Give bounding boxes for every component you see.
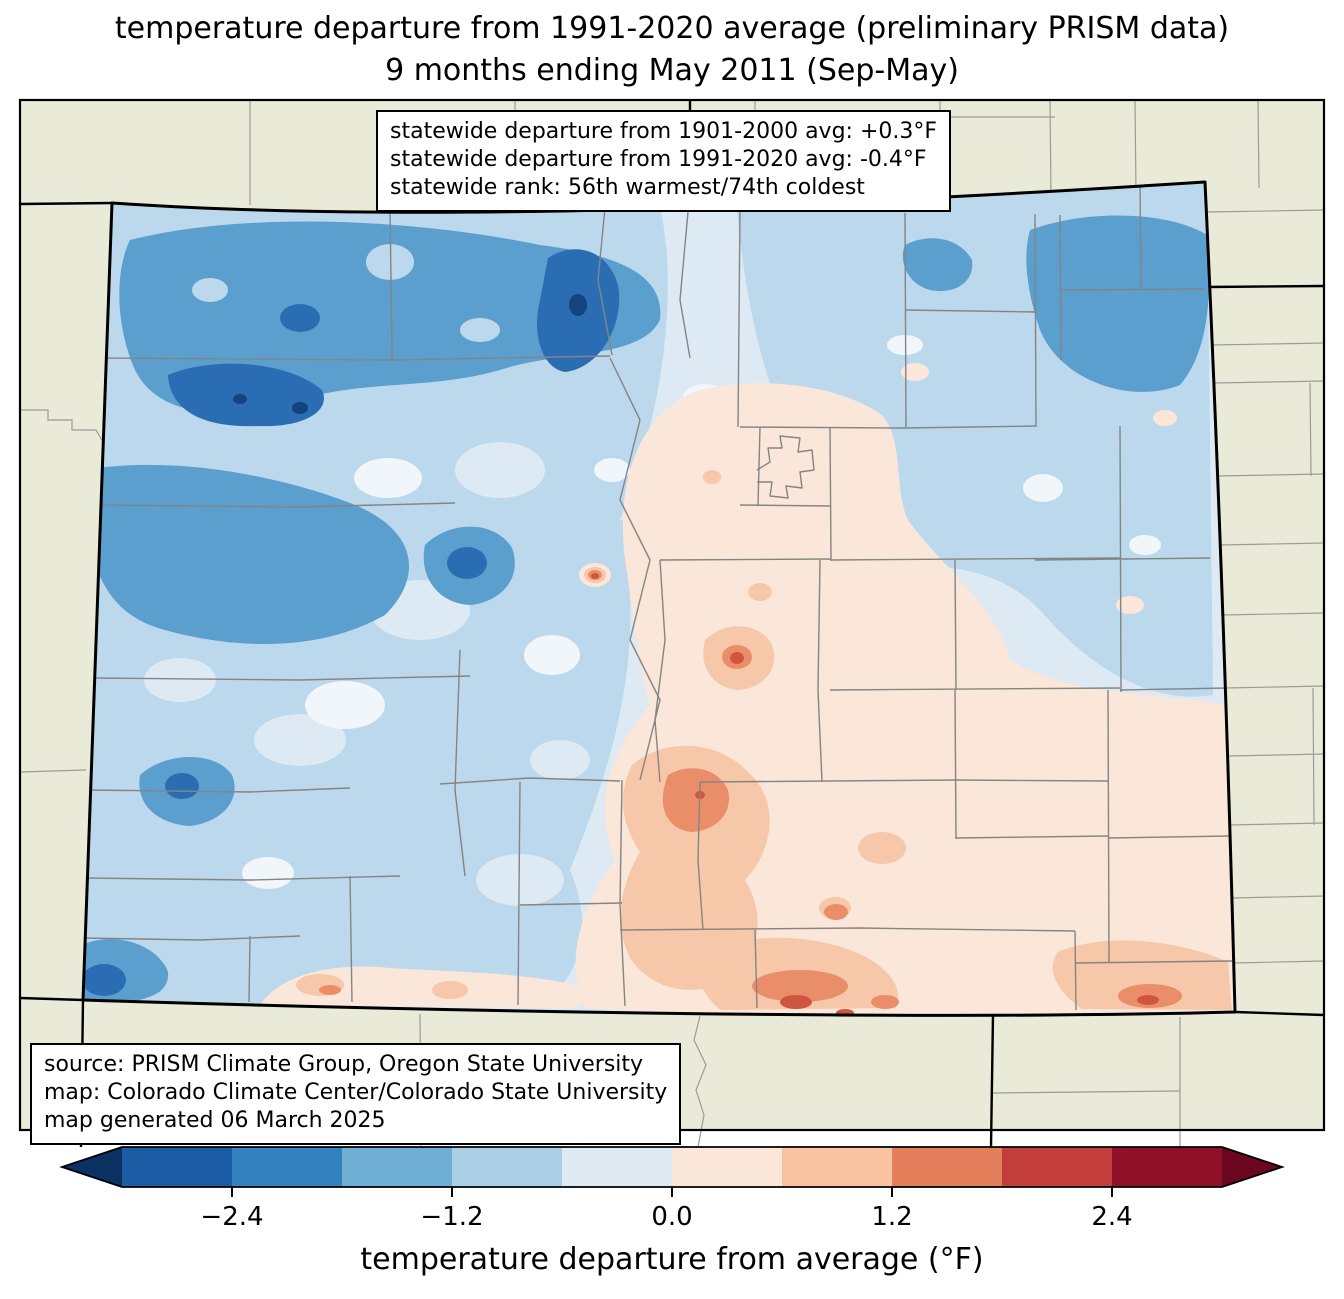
cool-darkest-spots [233, 294, 587, 414]
colorbar-tick-label: −1.2 [420, 1202, 483, 1232]
source-line-3: map generated 06 March 2025 [44, 1108, 386, 1133]
colorbar-segment [232, 1147, 343, 1187]
colorbar-segment [562, 1147, 673, 1187]
temperature-anomaly-field [83, 182, 1235, 1016]
colorbar-over-arrow [1222, 1147, 1282, 1187]
colorbar-segment [1002, 1147, 1113, 1187]
colorbar-outline [59, 1146, 1285, 1188]
colorbar-segment [892, 1147, 1003, 1187]
colorbar-segment [782, 1147, 893, 1187]
colorbar-segment [672, 1147, 783, 1187]
county-lines [83, 182, 1233, 1011]
colorbar-segment [1112, 1147, 1223, 1187]
figure-title: temperature departure from 1991-2020 ave… [0, 8, 1344, 92]
stats-line-3: statewide rank: 56th warmest/74th coldes… [390, 175, 865, 200]
colorbar-tick-label: 1.2 [871, 1202, 912, 1232]
stats-line-2: statewide departure from 1991-2020 avg: … [390, 147, 927, 172]
colorbar-tick-label: −2.4 [200, 1202, 263, 1232]
colorbar-axis-label: temperature departure from average (°F) [360, 1242, 984, 1277]
statewide-stats-box: statewide departure from 1901-2000 avg: … [376, 110, 952, 212]
title-line-1: temperature departure from 1991-2020 ave… [114, 11, 1230, 46]
colorbar-segment [342, 1147, 453, 1187]
cool-medium-blobs [83, 215, 1210, 1003]
colorbar-segment [122, 1147, 233, 1187]
colorbar-tick-label: 2.4 [1091, 1202, 1132, 1232]
colorbar-segment [452, 1147, 563, 1187]
title-line-2: 9 months ending May 2011 (Sep-May) [385, 53, 959, 88]
colorbar-tick-label: 0.0 [651, 1202, 692, 1232]
stats-line-1: statewide departure from 1901-2000 avg: … [390, 119, 938, 144]
colorbar: −2.4 −1.2 0.0 1.2 2.4 [59, 1146, 1285, 1232]
pale-hole [460, 318, 500, 342]
warm-medium-blobs [319, 570, 1182, 1009]
source-line-1: source: PRISM Climate Group, Oregon Stat… [44, 1052, 644, 1077]
pale-hole [192, 278, 228, 302]
source-line-2: map: Colorado Climate Center/Colorado St… [44, 1080, 668, 1105]
colorbar-under-arrow [62, 1147, 122, 1187]
source-attribution-box: source: PRISM Climate Group, Oregon Stat… [30, 1043, 682, 1145]
pale-hole [366, 244, 414, 280]
